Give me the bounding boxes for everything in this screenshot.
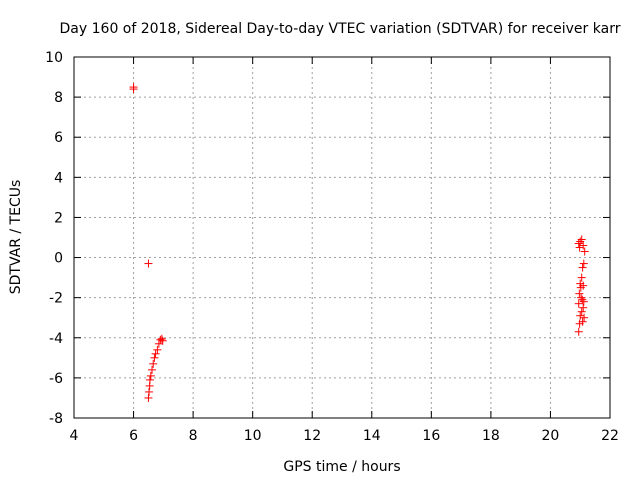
data-point — [574, 327, 583, 336]
data-point — [144, 393, 153, 402]
x-tick-label: 14 — [363, 428, 381, 444]
data-points — [129, 83, 589, 402]
x-tick-label: 16 — [422, 428, 440, 444]
data-point — [146, 371, 155, 380]
data-point — [579, 259, 588, 268]
data-point — [574, 299, 583, 308]
data-point — [578, 295, 587, 304]
y-tick-label: -2 — [49, 291, 63, 307]
data-point — [151, 349, 160, 358]
data-point — [576, 237, 585, 246]
x-tick-label: 6 — [129, 428, 138, 444]
data-point — [579, 303, 588, 312]
data-point — [579, 297, 588, 306]
x-axis-label: GPS time / hours — [283, 459, 400, 475]
data-point — [576, 311, 585, 320]
x-tick-label: 8 — [189, 428, 198, 444]
x-tick-label: 18 — [482, 428, 500, 444]
y-tick-label: 2 — [54, 210, 63, 226]
data-point — [580, 247, 589, 256]
x-tick-label: 20 — [542, 428, 560, 444]
data-point — [577, 235, 586, 244]
y-tick-label: 6 — [54, 130, 63, 146]
y-tick-label: 10 — [45, 50, 63, 66]
data-point — [150, 353, 159, 362]
data-point — [149, 359, 158, 368]
data-point — [575, 289, 584, 298]
y-tick-label: 4 — [54, 170, 63, 186]
y-tick-label: -8 — [49, 411, 63, 427]
x-tick-label: 12 — [303, 428, 321, 444]
data-point — [574, 239, 583, 248]
data-point — [145, 387, 154, 396]
data-point — [153, 345, 162, 354]
y-tick-label: 0 — [54, 251, 63, 267]
x-tick-label: 4 — [70, 428, 79, 444]
data-point — [144, 259, 153, 268]
data-point — [580, 313, 589, 322]
data-point — [577, 307, 586, 316]
data-point — [578, 263, 587, 272]
chart-title: Day 160 of 2018, Sidereal Day-to-day VTE… — [60, 21, 621, 37]
data-point — [578, 317, 587, 326]
data-point — [575, 243, 584, 252]
data-point — [579, 241, 588, 250]
grid — [74, 57, 610, 418]
data-point — [145, 375, 154, 384]
y-axis-label: SDTVAR / TECUs — [8, 180, 24, 295]
data-point — [157, 334, 166, 343]
axis-ticks: 4 6 8 10 12 14 16 18 20 22 -8 -6 -4 -2 0 2 4 6 8 10 — [45, 50, 619, 444]
data-point — [129, 85, 138, 94]
data-point — [158, 336, 167, 345]
y-tick-label: 8 — [54, 90, 63, 106]
data-point — [577, 273, 586, 282]
y-tick-label: -6 — [49, 371, 63, 387]
plot-frame — [73, 56, 611, 419]
y-tick-label: -4 — [49, 331, 63, 347]
x-tick-label: 22 — [601, 428, 619, 444]
data-point — [576, 283, 585, 292]
x-tick-label: 10 — [244, 428, 262, 444]
data-point — [577, 293, 586, 302]
data-point — [148, 365, 157, 374]
